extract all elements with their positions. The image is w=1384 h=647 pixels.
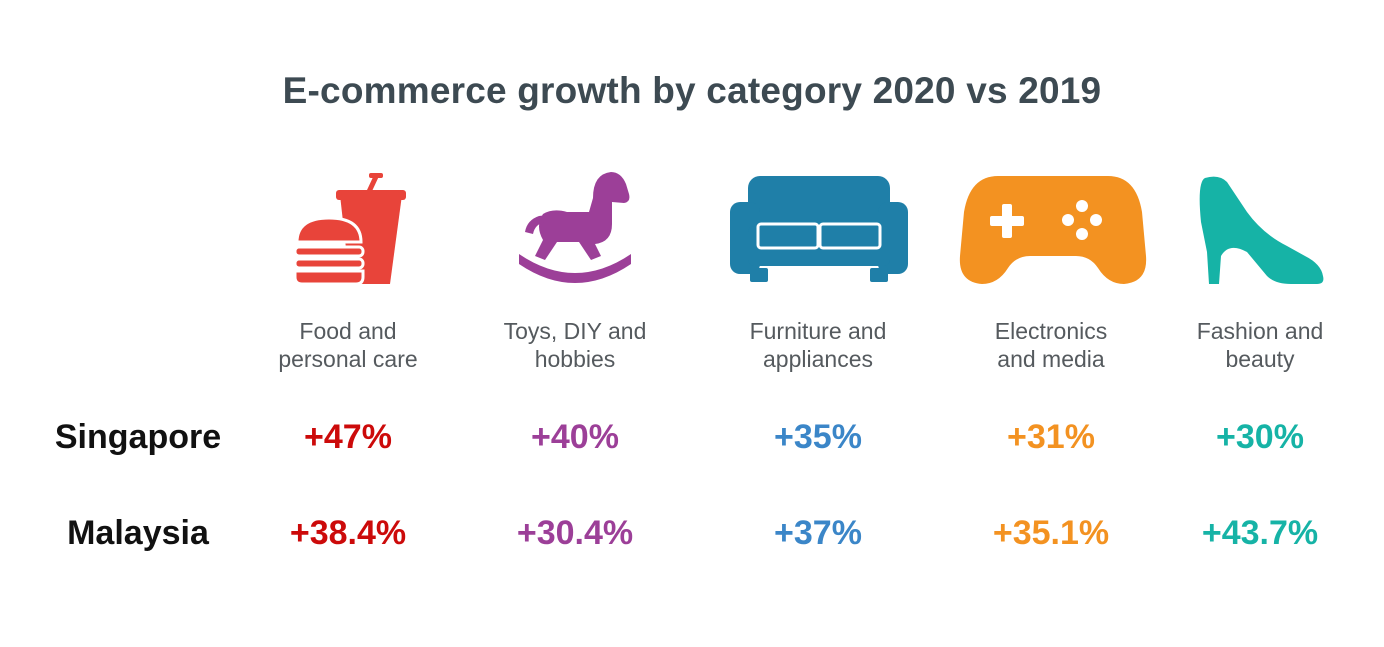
value-malaysia-fashion: +43.7% [1201,514,1319,552]
high-heel-icon [1199,176,1324,284]
value-singapore-fashion: +30% [1216,418,1304,456]
chart-title: E-commerce growth by category 2020 vs 20… [282,70,1102,111]
row-label-singapore: Singapore [54,418,222,456]
value-singapore-furniture: +35% [774,418,862,456]
gamepad-icon [959,176,1147,284]
row-label-malaysia: Malaysia [67,514,209,552]
category-label-fashion: Fashion and beauty [1196,318,1324,372]
category-label-electronics: Electronics and media [994,318,1108,372]
value-singapore-toys: +40% [531,418,619,456]
burger-drink-icon [293,173,406,286]
value-singapore-food: +47% [304,418,392,456]
sofa-icon [730,176,908,282]
value-malaysia-electronics: +35.1% [992,514,1110,552]
value-singapore-electronics: +31% [1007,418,1095,456]
category-label-furniture: Furniture and appliances [749,318,887,372]
value-malaysia-toys: +30.4% [516,514,634,552]
rocking-horse-icon [519,172,631,283]
value-malaysia-food: +38.4% [289,514,407,552]
category-label-toys: Toys, DIY and hobbies [503,318,647,372]
value-malaysia-furniture: +37% [774,514,862,552]
category-label-food: Food and personal care [278,318,418,372]
